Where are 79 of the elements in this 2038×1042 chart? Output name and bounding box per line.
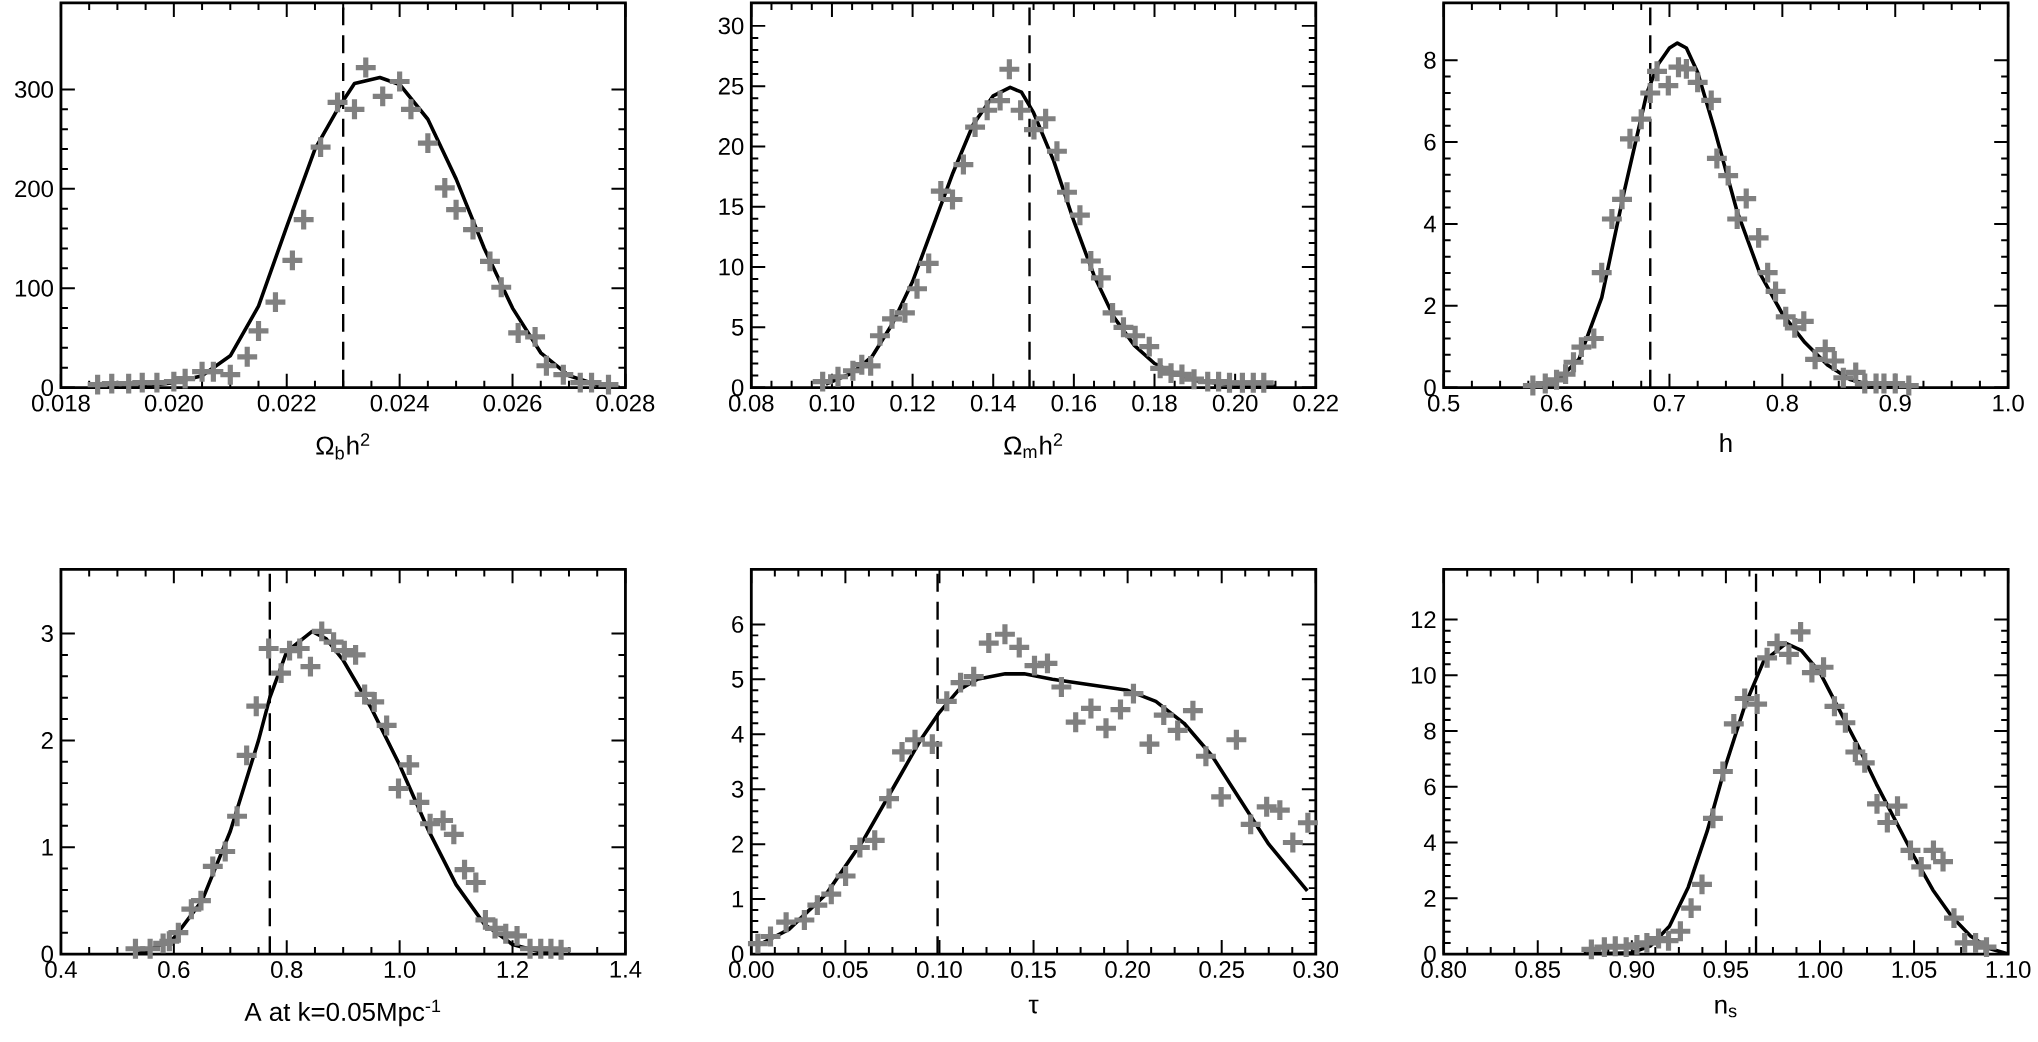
x-tick-label: 1.00 [1798, 961, 1843, 979]
x-tick-label: 0.90 [1609, 961, 1655, 979]
x-tick-label: 0.95 [1703, 961, 1749, 979]
x-tick-label: 0.8 [1766, 394, 1798, 412]
y-tick-label: 12 [1411, 611, 1436, 628]
x-axis-title: n$_{s}$ [1715, 999, 1737, 1018]
y-tick-label: 3 [731, 780, 744, 798]
y-tick-label: 3 [41, 625, 53, 642]
x-tick-label: 0.020 [144, 394, 203, 412]
x-tick-label: 1.2 [497, 961, 528, 978]
y-tick-label: 8 [1424, 51, 1436, 69]
y-tick-label: 8 [1424, 722, 1436, 740]
y-tick-label: 100 [15, 279, 53, 297]
x-tick-label: 0.15 [1011, 961, 1056, 978]
x-axis-title: Ω$_{b}$h$^{2}$ [316, 433, 370, 460]
x-tick-label: 1.4 [610, 961, 642, 978]
x-tick-label: 0.9 [1879, 394, 1911, 412]
y-tick-label: 4 [1423, 215, 1436, 233]
x-tick-label: 0.022 [257, 394, 316, 412]
x-tick-label: 0.20 [1105, 961, 1150, 978]
y-tick-label: 0 [731, 945, 744, 963]
x-tick-label: 1.05 [1892, 961, 1937, 979]
x-tick-label: 0.00 [729, 961, 774, 978]
x-tick-label: 0.14 [970, 394, 1016, 412]
x-tick-label: 1.10 [1986, 961, 2031, 979]
x-tick-label: 0.018 [32, 394, 90, 412]
y-tick-label: 20 [718, 138, 744, 155]
y-tick-label: 0 [41, 945, 53, 963]
y-tick-label: 300 [14, 80, 53, 98]
x-tick-label: 0.7 [1653, 394, 1685, 412]
y-tick-label: 5 [731, 319, 744, 336]
x-tick-label: 0.20 [1212, 394, 1258, 412]
x-tick-label: 0.08 [729, 394, 774, 412]
y-tick-label: 15 [719, 198, 744, 216]
x-tick-label: 0.028 [596, 394, 655, 412]
x-tick-label: 0.12 [890, 394, 935, 412]
x-tick-label: 1.0 [384, 961, 416, 978]
x-tick-label: 0.80 [1421, 961, 1466, 979]
x-tick-label: 0.6 [158, 961, 190, 978]
x-tick-label: 0.05 [823, 961, 868, 978]
x-axis-title: τ [1028, 999, 1039, 1014]
y-tick-label: 5 [731, 671, 744, 688]
x-tick-label: 0.6 [1540, 394, 1573, 412]
y-tick-label: 30 [718, 17, 744, 35]
x-axis-title: Ω$_{m}$h$^{2}$ [1004, 433, 1063, 459]
x-tick-label: 0.8 [271, 961, 303, 978]
x-tick-label: 0.16 [1051, 394, 1097, 412]
x-tick-label: 0.10 [917, 961, 962, 978]
y-tick-label: 4 [1423, 834, 1436, 851]
y-tick-label: 1 [42, 839, 53, 856]
x-tick-label: 0.22 [1293, 394, 1338, 412]
x-tick-label: 0.5 [1428, 394, 1460, 412]
y-tick-label: 6 [732, 615, 744, 633]
y-tick-label: 2 [41, 732, 53, 749]
x-axis-title: h [1720, 433, 1732, 452]
x-tick-label: 0.026 [483, 394, 542, 412]
x-axis-title: A at k=0.05Mpc$^{-1}$ [244, 999, 441, 1027]
y-tick-label: 0 [1424, 945, 1436, 963]
y-tick-label: 25 [718, 77, 744, 95]
x-tick-label: 0.10 [809, 394, 855, 412]
x-tick-label: 0.85 [1515, 961, 1560, 979]
x-tick-label: 0.30 [1293, 961, 1339, 978]
x-tick-label: 0.25 [1199, 961, 1244, 978]
x-tick-label: 0.4 [45, 961, 77, 978]
y-tick-label: 0 [1424, 379, 1436, 397]
y-tick-label: 0 [41, 379, 53, 397]
y-tick-label: 2 [1424, 890, 1436, 907]
y-tick-label: 2 [1424, 297, 1436, 315]
y-tick-label: 10 [1411, 666, 1436, 684]
y-tick-label: 200 [15, 180, 53, 198]
y-tick-label: 1 [732, 890, 744, 908]
x-tick-label: 0.024 [370, 394, 429, 412]
x-tick-label: 1.0 [1993, 394, 2024, 412]
y-tick-label: 6 [1424, 133, 1436, 151]
y-tick-label: 4 [731, 726, 744, 743]
y-tick-label: 6 [1424, 778, 1436, 796]
x-tick-label: 0.18 [1132, 394, 1177, 412]
y-tick-label: 2 [732, 835, 744, 853]
y-tick-label: 10 [719, 258, 744, 276]
